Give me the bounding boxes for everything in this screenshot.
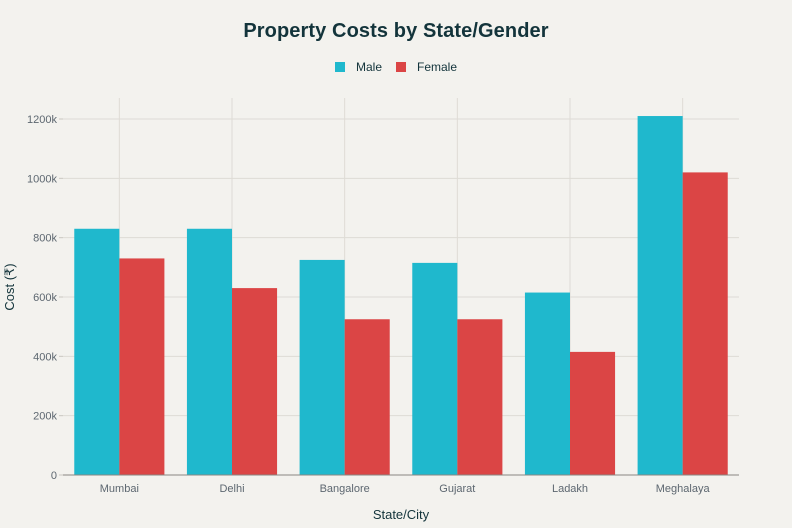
bar-male-mumbai[interactable] bbox=[74, 228, 120, 475]
y-tick-label: 1000k bbox=[27, 173, 57, 185]
bar-female-ladakh[interactable] bbox=[570, 351, 616, 475]
y-tick-label: 200k bbox=[33, 411, 57, 423]
bar-female-bangalore[interactable] bbox=[344, 319, 390, 475]
bar-female-delhi[interactable] bbox=[232, 288, 278, 475]
chart-title: Property Costs by State/Gender bbox=[243, 20, 549, 42]
x-tick-label: Bangalore bbox=[320, 483, 370, 495]
y-tick-label: 0 bbox=[51, 470, 57, 482]
x-tick-label: Meghalaya bbox=[656, 483, 711, 495]
bar-female-meghalaya[interactable] bbox=[682, 172, 728, 475]
bar-male-meghalaya[interactable] bbox=[637, 116, 683, 476]
bar-male-bangalore[interactable] bbox=[299, 259, 345, 475]
x-tick-label: Gujarat bbox=[439, 483, 475, 495]
legend-label-female: Female bbox=[417, 60, 458, 74]
bar-female-gujarat[interactable] bbox=[457, 319, 503, 475]
bar-female-mumbai[interactable] bbox=[119, 258, 165, 475]
y-tick-label: 600k bbox=[33, 292, 57, 304]
x-tick-label: Mumbai bbox=[100, 483, 139, 495]
bar-male-ladakh[interactable] bbox=[524, 292, 570, 475]
x-tick-label: Delhi bbox=[219, 483, 244, 495]
y-tick-label: 1200k bbox=[27, 114, 57, 126]
y-axis-title: Cost (₹) bbox=[2, 263, 17, 310]
bar-male-gujarat[interactable] bbox=[412, 262, 458, 475]
x-tick-label: Ladakh bbox=[552, 483, 588, 495]
legend-swatch-female bbox=[396, 62, 406, 72]
y-tick-label: 800k bbox=[33, 233, 57, 245]
legend-item-male[interactable]: Male bbox=[334, 60, 382, 74]
y-tick-label: 400k bbox=[33, 351, 57, 363]
legend: Male Female bbox=[0, 60, 792, 74]
legend-item-female[interactable]: Female bbox=[396, 60, 457, 74]
legend-label-male: Male bbox=[355, 60, 382, 74]
x-axis-title: State/City bbox=[373, 507, 430, 522]
bar-male-delhi[interactable] bbox=[186, 228, 232, 475]
legend-swatch-male bbox=[334, 62, 345, 72]
axes: 0 200k 400k 600k 800k 1000k 1200k Mumbai Delhi Ba… bbox=[27, 114, 739, 495]
bars bbox=[74, 116, 728, 476]
